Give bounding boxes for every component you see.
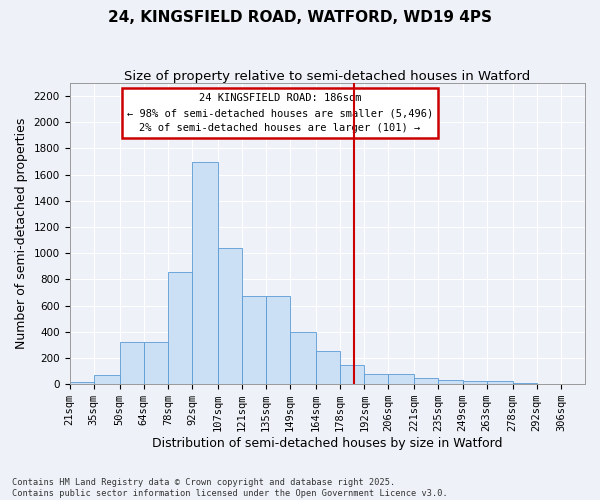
Bar [119,342,143,384]
Bar [463,381,487,384]
Bar [266,296,290,384]
Bar [340,365,364,384]
Bar [439,380,463,384]
Bar [290,332,316,384]
Bar [415,378,439,384]
Bar [94,375,119,384]
Bar [168,272,192,384]
Bar [388,374,415,384]
Bar [218,248,242,384]
Title: Size of property relative to semi-detached houses in Watford: Size of property relative to semi-detach… [124,70,530,83]
Bar [364,374,388,384]
Bar [487,381,512,384]
Text: 24, KINGSFIELD ROAD, WATFORD, WD19 4PS: 24, KINGSFIELD ROAD, WATFORD, WD19 4PS [108,10,492,25]
X-axis label: Distribution of semi-detached houses by size in Watford: Distribution of semi-detached houses by … [152,437,503,450]
Bar [192,162,218,384]
Y-axis label: Number of semi-detached properties: Number of semi-detached properties [15,118,28,350]
Bar [316,352,340,384]
Text: Contains HM Land Registry data © Crown copyright and database right 2025.
Contai: Contains HM Land Registry data © Crown c… [12,478,448,498]
Bar [242,296,266,384]
Text: 24 KINGSFIELD ROAD: 186sqm
← 98% of semi-detached houses are smaller (5,496)
2% : 24 KINGSFIELD ROAD: 186sqm ← 98% of semi… [127,94,433,133]
Bar [70,382,94,384]
Bar [512,383,537,384]
Bar [143,342,168,384]
